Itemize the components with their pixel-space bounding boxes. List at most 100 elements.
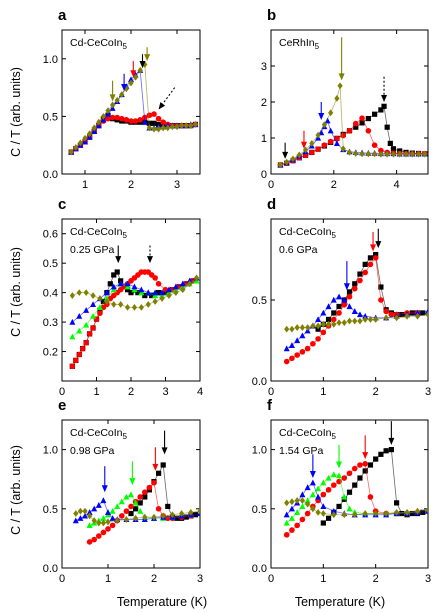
transition-arrow [146, 245, 153, 264]
x-tick-label: 3 [174, 179, 180, 191]
panel-annotation: Cd-CeCoIn5 [70, 226, 128, 240]
data-point [296, 151, 302, 159]
data-point [69, 318, 76, 325]
data-point [197, 507, 200, 515]
x-tick-label: 0 [268, 179, 274, 191]
data-point [304, 497, 311, 504]
transition-arrow [388, 421, 395, 445]
data-point [76, 313, 83, 319]
data-point [100, 529, 107, 536]
data-point [180, 286, 186, 294]
panel-letter: d [267, 196, 276, 213]
data-point [156, 125, 162, 133]
chart-panel-a: 1 2 3 0.0 0.5 1.0 aCd-CeCoIn5 [43, 7, 201, 191]
x-tick-label: 0 [59, 573, 65, 585]
data-series-group [69, 269, 200, 370]
y-tick-label: 0.6 [43, 229, 58, 241]
series-line [280, 117, 425, 166]
transition-arrow [375, 228, 382, 249]
data-point [124, 287, 131, 293]
transition-arrow [318, 102, 325, 120]
data-point [100, 519, 106, 527]
arrow-head [343, 283, 350, 291]
data-point [128, 118, 134, 124]
data-point [373, 316, 379, 323]
data-point [357, 271, 363, 277]
data-point [131, 303, 138, 311]
data-series-group [283, 252, 428, 365]
data-point [284, 499, 290, 507]
series-0 [69, 269, 196, 369]
data-point [142, 513, 148, 521]
arrow-head [318, 113, 325, 120]
panel-letter: c [58, 196, 66, 213]
data-point [294, 509, 301, 515]
data-point [315, 336, 321, 342]
x-tick-label: 2 [151, 573, 157, 585]
data-point [97, 295, 103, 302]
data-point [341, 493, 348, 500]
subscript: 5 [315, 42, 320, 51]
data-point [174, 515, 180, 521]
data-point [383, 314, 389, 322]
data-point [336, 319, 342, 327]
data-point [151, 479, 157, 486]
data-point [105, 509, 111, 515]
data-point [119, 115, 125, 122]
data-point [320, 491, 327, 498]
transition-arrow [129, 461, 136, 486]
data-point [409, 150, 415, 158]
data-point [124, 283, 131, 290]
data-point [325, 303, 332, 310]
data-point [188, 122, 194, 130]
data-point [351, 308, 358, 314]
data-series-group [277, 82, 428, 169]
transition-arrow [130, 61, 137, 78]
x-tick-label: 1 [105, 573, 111, 585]
data-point [138, 303, 144, 311]
data-point [381, 103, 387, 109]
y-tick-label: 1.0 [252, 445, 267, 457]
data-point [82, 134, 88, 142]
data-point [362, 468, 368, 474]
x-tick-label: 1 [93, 386, 99, 398]
transition-arrow-diagonal [158, 87, 176, 110]
x-tick-label: 0 [268, 573, 274, 585]
data-point [346, 505, 353, 512]
series-2 [283, 293, 428, 352]
data-point [294, 324, 300, 331]
series-1 [283, 255, 421, 365]
data-point [151, 120, 157, 126]
data-point [100, 497, 107, 504]
data-point [336, 503, 342, 510]
data-point [90, 301, 97, 308]
data-point [173, 289, 179, 297]
data-point [141, 118, 148, 125]
transition-arrow [144, 47, 151, 62]
data-point [294, 337, 301, 344]
data-series-group [68, 61, 199, 156]
y-tick-label: 0.5 [43, 504, 58, 516]
data-point [331, 320, 337, 328]
x-tick-label: 3 [162, 386, 168, 398]
data-point [288, 342, 295, 348]
subscript: 5 [332, 432, 337, 441]
series-1 [283, 461, 421, 538]
arrow-head [139, 61, 146, 69]
data-point [109, 515, 116, 521]
y-tick-label: 1.0 [43, 54, 58, 66]
x-axis-title-right: Temperature (K) [295, 595, 385, 609]
data-point [152, 289, 159, 296]
data-point [367, 462, 374, 468]
data-point [404, 312, 410, 320]
data-point [162, 290, 169, 296]
data-point [372, 150, 378, 158]
data-point [420, 509, 426, 515]
data-point [165, 124, 171, 132]
data-point [351, 285, 358, 292]
data-point [299, 332, 306, 339]
data-point [117, 280, 124, 287]
data-point [302, 146, 309, 154]
data-point [320, 329, 327, 336]
data-point [378, 284, 384, 290]
